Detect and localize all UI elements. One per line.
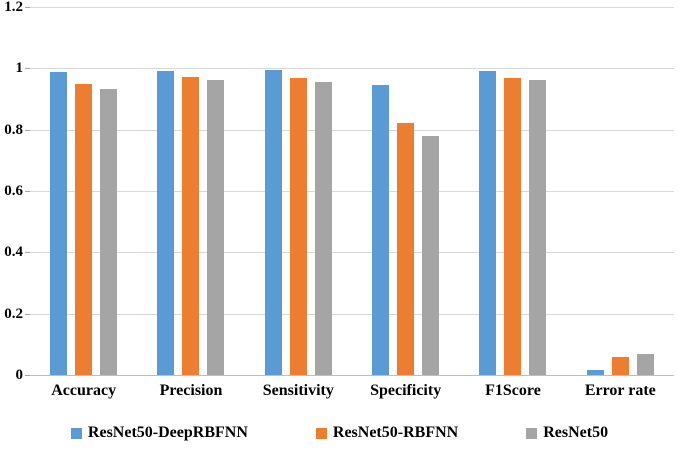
- x-axis-line: [30, 374, 674, 376]
- legend-marker-icon: [526, 427, 538, 439]
- bar-group-precision: [137, 7, 244, 375]
- y-axis-label-0.8: 0.8: [4, 121, 23, 138]
- y-tick-0.4: [25, 252, 30, 254]
- y-tick-1.2: [25, 7, 30, 8]
- x-axis-label-error-rate: Error rate: [584, 382, 656, 399]
- y-axis-label-1.2: 1.2: [4, 0, 23, 15]
- y-tick-0.2: [25, 313, 30, 315]
- y-tick-1: [25, 68, 30, 70]
- legend: ResNet50-DeepRBFNN ResNet50-RBFNN ResNet50: [0, 424, 679, 442]
- bar-resnet50-accuracy: [100, 88, 118, 375]
- x-axis-label-specificity: Specificity: [370, 382, 442, 399]
- legend-label: ResNet50-RBFNN: [332, 424, 459, 441]
- y-axis-label-0.2: 0.2: [4, 305, 23, 322]
- gridline-0.8: [30, 129, 674, 131]
- gridline-1.2: [30, 7, 674, 8]
- bar-group-error-rate: [567, 7, 674, 375]
- bar-resnet50-deeprbfnn-error-rate: [586, 370, 604, 375]
- bar-resnet50-sensitivity: [314, 81, 332, 375]
- bar-group-sensitivity: [245, 7, 352, 375]
- bar-resnet50-deeprbfnn-specificity: [372, 85, 390, 375]
- bar-resnet50-deeprbfnn-accuracy: [50, 72, 68, 375]
- y-axis-label-0.4: 0.4: [4, 244, 23, 261]
- bar-resnet50-rbfnn-specificity: [397, 122, 415, 375]
- bar-resnet50-deeprbfnn-precision: [157, 70, 175, 375]
- gridline-1: [30, 68, 674, 70]
- legend-marker-icon: [315, 427, 327, 439]
- y-axis-label-0: 0: [15, 367, 24, 383]
- plot-area: [25, 7, 674, 376]
- bar-group-f1score: [459, 7, 566, 375]
- y-tick-0.8: [25, 129, 30, 131]
- bar-resnet50-rbfnn-error-rate: [611, 357, 629, 375]
- y-axis: 0 0.2 0.4 0.6 0.8 1 1.2: [0, 0, 24, 383]
- y-tick-0: [25, 375, 30, 376]
- legend-label: ResNet50-DeepRBFNN: [87, 424, 248, 441]
- legend-marker-icon: [70, 427, 82, 439]
- legend-item-resnet50-deeprbfnn: ResNet50-DeepRBFNN: [70, 424, 248, 442]
- gridline-0.4: [30, 252, 674, 254]
- bar-resnet50-f1score: [529, 80, 547, 375]
- bar-resnet50-deeprbfnn-f1score: [479, 70, 497, 375]
- bar-group-accuracy: [30, 7, 137, 375]
- bar-resnet50-rbfnn-precision: [182, 77, 200, 375]
- legend-label: ResNet50: [543, 424, 609, 441]
- bar-resnet50-rbfnn-accuracy: [75, 84, 93, 375]
- y-tick-0.6: [25, 191, 30, 192]
- gridline-0.2: [30, 313, 674, 315]
- y-axis-label-0.6: 0.6: [4, 183, 23, 199]
- bar-resnet50-error-rate: [636, 353, 654, 375]
- bar-resnet50-precision: [207, 79, 225, 375]
- x-axis-label-f1score: F1Score: [485, 382, 541, 399]
- legend-item-resnet50: ResNet50: [526, 424, 608, 442]
- bar-group-specificity: [352, 7, 459, 375]
- bar-resnet50-specificity: [422, 135, 440, 375]
- category-axis-labels: Accuracy Precision Sensitivity Specificity F…: [30, 382, 674, 400]
- bars-layer: [30, 7, 674, 375]
- x-axis-label-sensitivity: Sensitivity: [262, 382, 334, 399]
- bar-resnet50-rbfnn-sensitivity: [289, 78, 307, 375]
- y-axis-label-1: 1: [15, 60, 24, 77]
- x-axis-label-precision: Precision: [159, 382, 223, 399]
- gridline-0.6: [30, 191, 674, 192]
- x-axis-label-accuracy: Accuracy: [51, 382, 117, 399]
- bar-resnet50-deeprbfnn-sensitivity: [264, 70, 282, 375]
- bar-resnet50-rbfnn-f1score: [504, 77, 522, 375]
- legend-item-resnet50-rbfnn: ResNet50-RBFNN: [315, 424, 459, 442]
